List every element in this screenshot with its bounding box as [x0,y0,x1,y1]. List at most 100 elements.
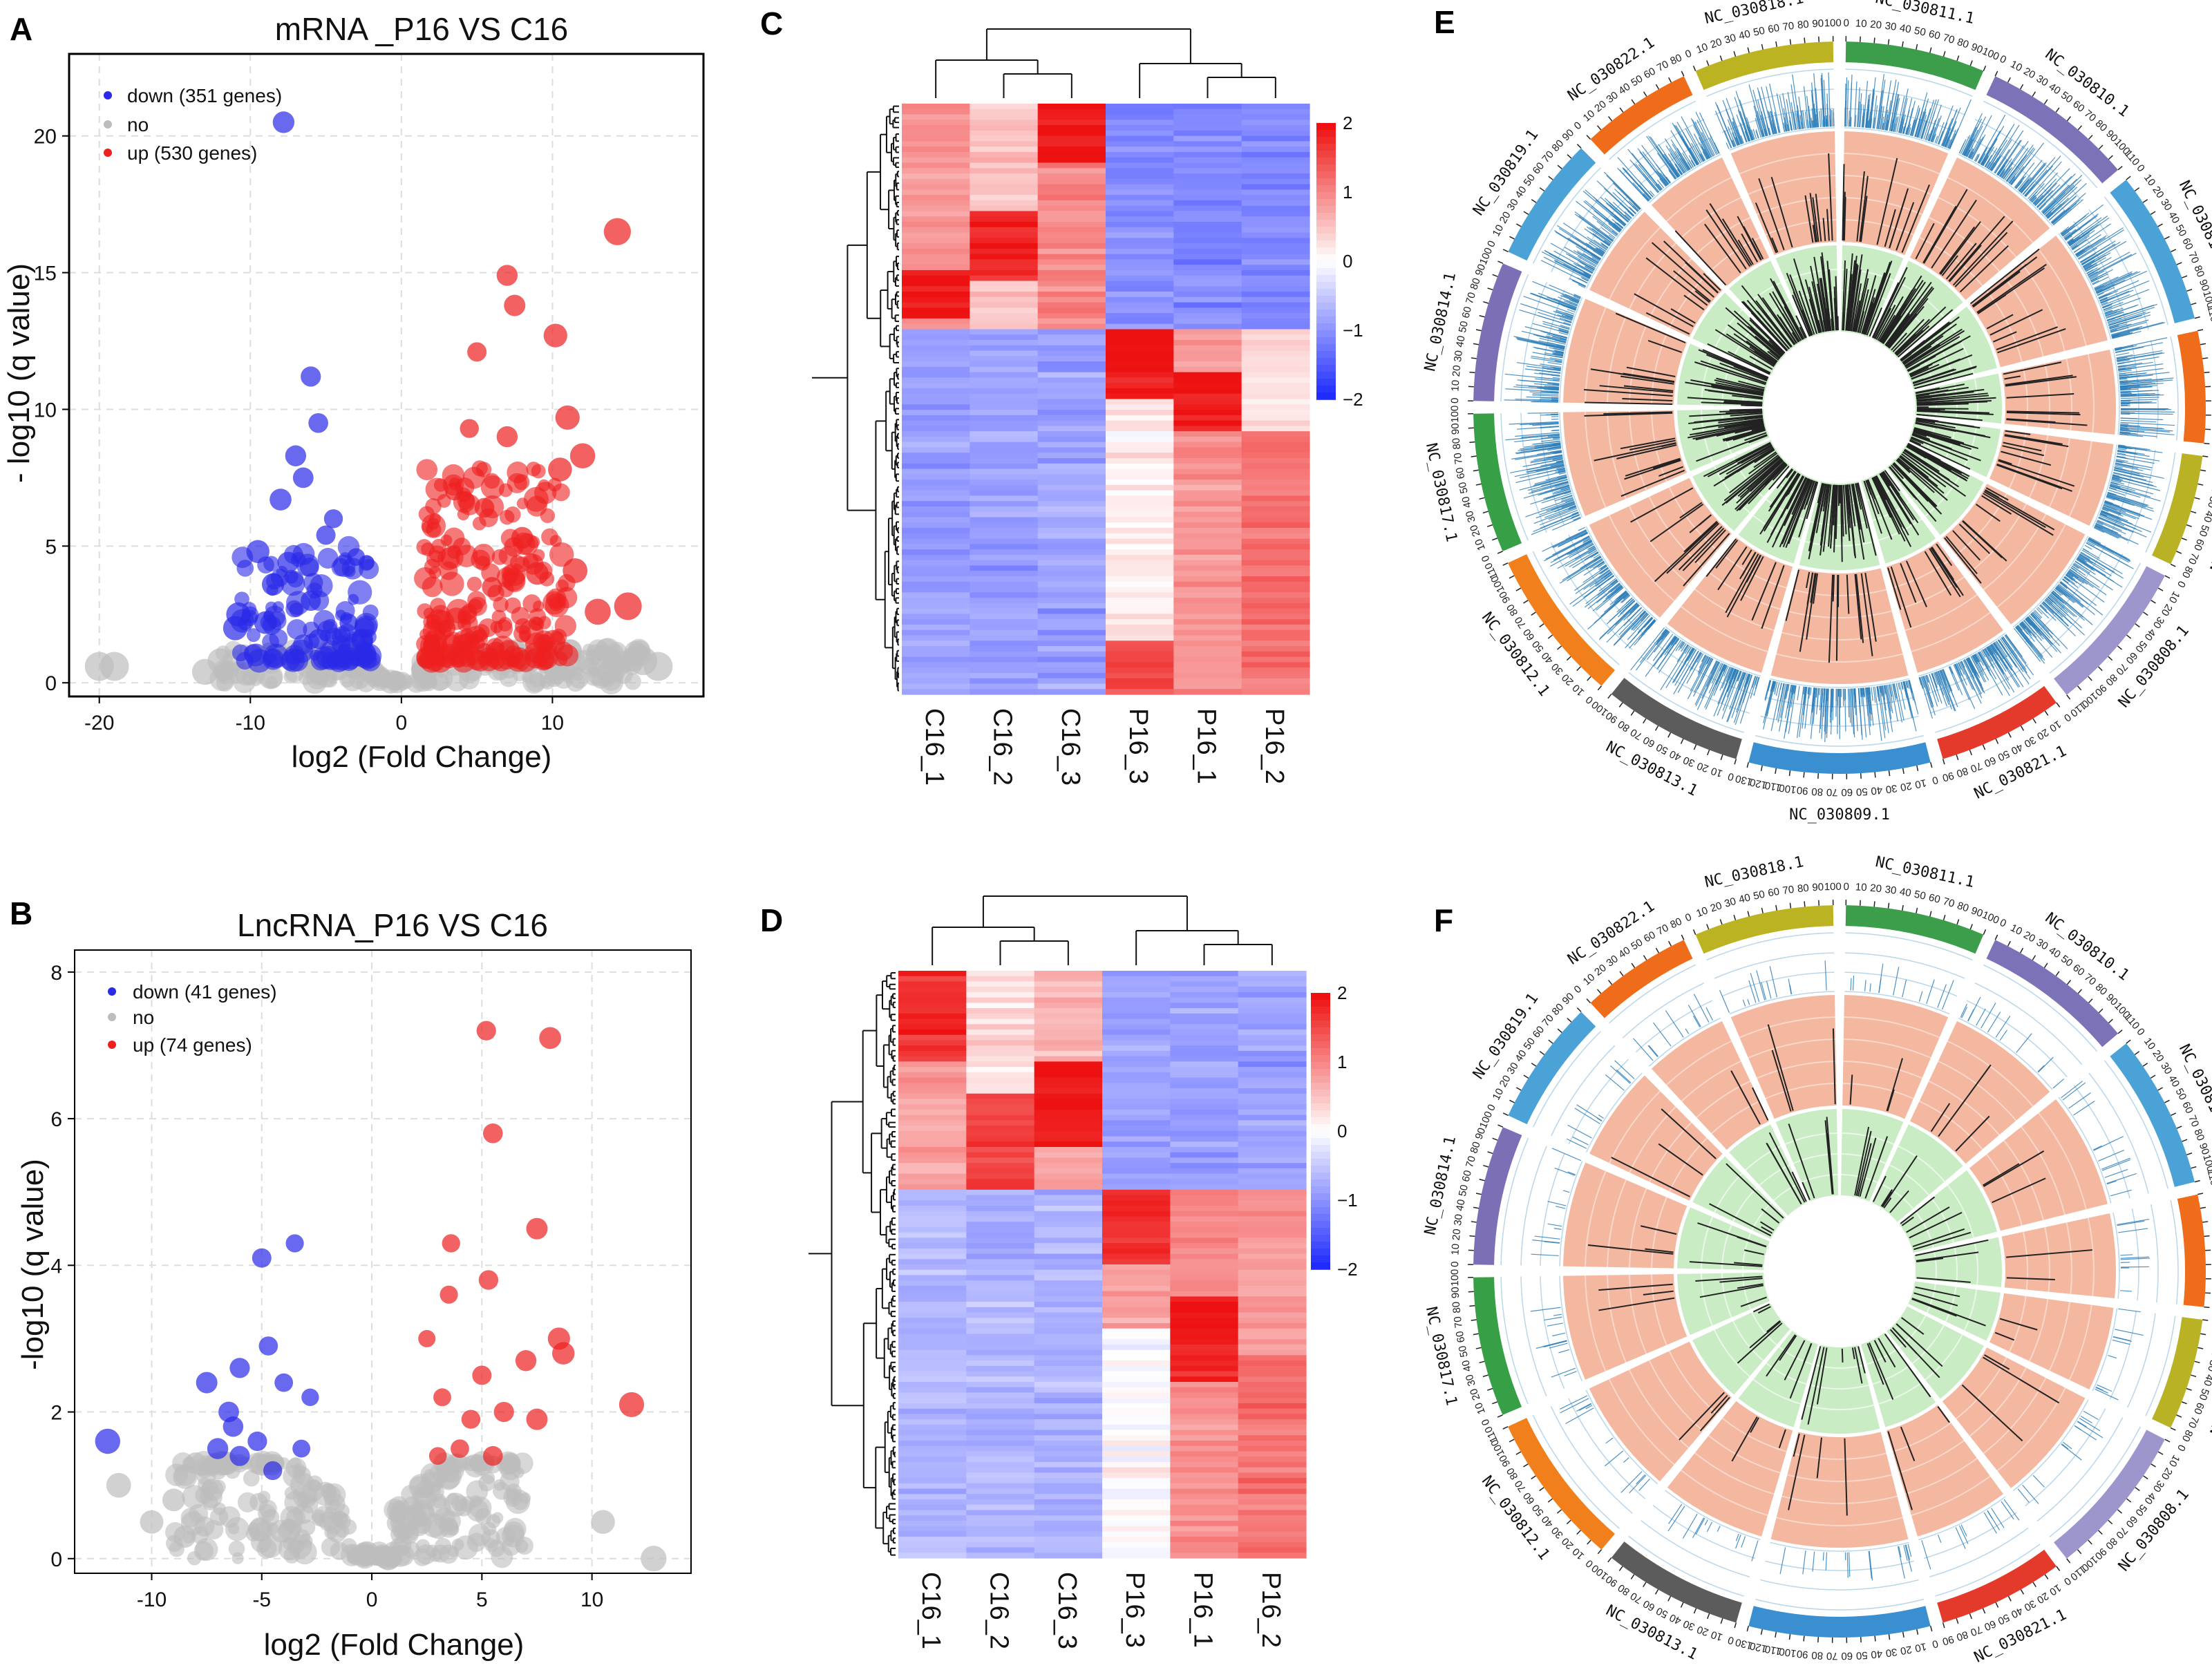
circos-band-spike [1902,451,1967,497]
colorbar-tick-label: −2 [1337,1259,1358,1280]
circos-track-spike [1966,658,1976,677]
heatmap-cell [1238,1114,1307,1121]
circos-band-spike [1856,171,1865,242]
circos-chromosome-band [2152,453,2203,564]
heatmap-cell [1173,565,1242,571]
colorbar-segment [1316,130,1336,137]
heatmap-cell [902,286,970,292]
heatmap-cell [1102,1553,1171,1559]
circos-track-spike [2119,429,2145,433]
circos-tick [2117,645,2122,650]
heatmap-cell [1170,1040,1239,1046]
heatmap-cell [1238,1537,1307,1543]
circos-band-spike [1910,363,1940,378]
circos-track-spike [2042,601,2069,627]
circos-band-spike [1952,220,2014,286]
heatmap-cell [898,1024,967,1030]
up-point [509,652,527,670]
circos-track-spike [1862,104,1864,128]
heatmap-cell [970,350,1039,357]
heatmap-cell [1037,323,1106,330]
circos-track-spike [2110,329,2117,332]
circos-track-spike [2045,598,2061,613]
volcano-lncrna-points [95,1021,667,1572]
circos-tick-label: 20 [1870,19,1882,32]
circos-track-spike [1941,123,1951,146]
heatmap-cell [970,656,1039,663]
heatmap-cell [1173,614,1242,620]
heatmap-cell [1238,1072,1307,1079]
legend-down-label: down (351 genes) [127,85,282,106]
heatmap-cell [1037,672,1106,679]
heatmap-cell [1037,598,1106,604]
heatmap-cell [1106,565,1174,571]
heatmap-cell [898,976,967,983]
heatmap-cell [1173,393,1242,400]
heatmap-cell [1102,1232,1171,1238]
heatmap-cell [1102,1189,1171,1196]
heatmap-cell [970,683,1039,690]
no-point [430,672,449,692]
heatmap-cell [1241,296,1310,303]
circos-band-spike [1855,278,1869,332]
circos-track-spike [1930,127,1936,142]
heatmap-cell [1170,1264,1239,1271]
up-point [437,619,456,637]
heatmap-cell [1238,1419,1307,1425]
heatmap-cell [1238,1499,1307,1506]
heatmap-cell [970,211,1039,217]
heatmap-cell [1106,200,1174,207]
heatmap-cell [1173,296,1242,303]
circos-track-spike [2066,573,2073,579]
circos-track-spike [1942,108,1958,146]
heatmap-cell [1170,1307,1239,1313]
circos-track-spike [2103,504,2117,511]
x-tick-label: 10 [541,712,564,734]
heatmap-cell [1170,997,1239,1003]
heatmap-cell [1034,1376,1103,1383]
circos-tick [1760,765,1763,772]
heatmap-cell [1241,227,1310,234]
circos-track-spike [2034,196,2045,206]
down-point [301,1388,319,1406]
heatmap-cell [902,538,970,544]
heatmap-cell [1034,1419,1103,1425]
heatmap-cell [1241,195,1310,201]
circos-track-spike [1972,654,1983,672]
circos-track-spike [2116,350,2163,359]
circos-chromosome-band [1986,76,2119,184]
circos-band-spike [1913,429,1961,446]
down-point [301,590,321,611]
heatmap-cell [1238,1302,1307,1308]
circos-tick-label: 70 [2186,250,2201,265]
up-point [496,265,518,286]
heatmap-cell [970,598,1039,604]
circos-band-spike [1887,320,1909,348]
heatmap-cell [902,232,970,238]
up-point [618,1392,645,1418]
heatmap-cell [1034,1130,1103,1137]
heatmap-cell [1034,1211,1103,1217]
circos-track-spike [2108,312,2146,325]
heatmap-cell [1102,1499,1171,1506]
circos-band-spike [1916,409,1989,414]
circos-grid-arc [1931,334,1954,379]
circos-band-spike [1849,265,1859,332]
heatmap-cell [1037,307,1106,314]
heatmap-cell [970,619,1039,625]
heatmap-cell [970,130,1039,137]
heatmap-cell [902,624,970,631]
circos-track-spike [2111,477,2161,491]
heatmap-cell [1037,656,1106,663]
heatmap-cell [1102,1130,1171,1137]
heatmap-cell [1241,292,1310,298]
heatmap-cell [902,313,970,319]
circos-track-spike [2108,323,2115,326]
circos-track-spike [2086,541,2095,547]
heatmap-cell [902,238,970,244]
circos-track-spike [2108,321,2126,328]
heatmap-cell [1170,1008,1239,1014]
up-point [516,497,529,510]
heatmap-mrna-cells [902,104,1310,695]
heatmap-cell [1241,565,1310,571]
